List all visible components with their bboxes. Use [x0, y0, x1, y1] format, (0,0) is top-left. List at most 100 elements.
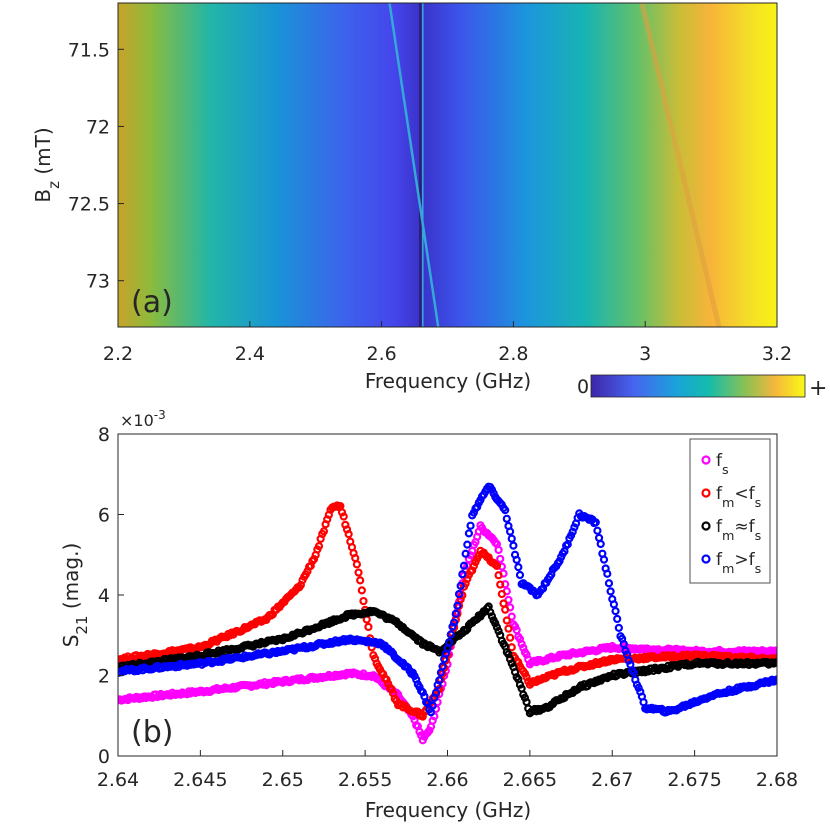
data-point — [449, 618, 459, 627]
data-point — [344, 530, 353, 539]
legend-marker — [701, 554, 711, 564]
legend-entry-label: fs — [716, 451, 729, 478]
series-2 — [118, 602, 777, 718]
x-tick-label: 2.4 — [235, 343, 265, 365]
data-point — [352, 560, 361, 569]
data-point — [599, 555, 609, 564]
data-point — [593, 526, 602, 535]
data-point — [448, 622, 457, 631]
data-point — [486, 608, 495, 617]
y-tick-label: 72 — [86, 116, 110, 138]
data-point — [609, 600, 618, 609]
data-point — [309, 554, 319, 564]
data-point — [461, 549, 470, 558]
data-point — [772, 675, 777, 684]
data-point — [339, 512, 348, 521]
x-tick-label: 2.675 — [667, 769, 721, 791]
data-point — [772, 658, 777, 667]
y-tick-label: 0 — [98, 746, 110, 768]
y-tick-label: 6 — [98, 505, 110, 527]
data-point — [492, 561, 502, 571]
data-point — [634, 683, 643, 692]
x-tick-label: 2.68 — [756, 769, 798, 791]
data-point — [359, 596, 368, 606]
x-tick-label: 2.655 — [338, 769, 392, 791]
legend-marker — [701, 455, 711, 465]
panel-b-ylabel: S21 (mag.) — [59, 543, 91, 648]
x-tick-label: 2.66 — [426, 769, 468, 791]
x-tick-label: 2.64 — [97, 769, 139, 791]
heatmap-image — [118, 3, 777, 327]
data-point — [496, 580, 505, 589]
data-point — [502, 616, 511, 625]
x-tick-label: 2.2 — [103, 343, 133, 365]
data-point — [458, 570, 467, 579]
data-point — [507, 534, 516, 543]
x-tick-label: 2.67 — [591, 769, 633, 791]
colorbar-gradient — [590, 374, 806, 398]
x-tick-label: 2.8 — [498, 343, 528, 365]
y-tick-label: 71.5 — [68, 39, 110, 61]
data-point — [629, 668, 638, 677]
data-point — [506, 633, 515, 642]
y-tick-label: 73 — [86, 271, 110, 293]
legend-entry-label: fm<fs — [716, 484, 762, 511]
tilted-mode-line — [388, 3, 440, 327]
data-point — [357, 586, 366, 595]
data-point — [431, 688, 441, 697]
x-tick-label: 2.65 — [262, 769, 304, 791]
data-point — [494, 571, 503, 580]
data-point — [453, 601, 462, 610]
x-tick-label: 3.2 — [762, 343, 792, 365]
data-point — [506, 527, 515, 536]
data-point — [464, 529, 474, 538]
panel-b-plot: 2.64 2.645 2.65 2.655 2.66 2.665 2.67 2.675 2.68… — [59, 408, 798, 822]
data-point — [469, 508, 478, 517]
data-point — [364, 622, 373, 632]
data-point — [497, 589, 506, 599]
data-point — [337, 508, 347, 517]
panel-a-label: (a) — [131, 285, 173, 320]
y-tick-label: 72.5 — [68, 194, 110, 216]
data-point — [435, 676, 444, 685]
data-point — [463, 625, 472, 634]
panel-a-frame — [117, 2, 778, 328]
series-3 — [118, 482, 777, 717]
colorbar: 0 + — [577, 374, 827, 401]
data-point — [507, 612, 516, 621]
data-point — [611, 607, 620, 616]
y-tick-label: 2 — [98, 666, 110, 688]
data-point — [502, 514, 511, 523]
data-point — [356, 576, 365, 585]
data-point — [614, 623, 623, 633]
data-point — [456, 581, 465, 590]
data-point — [509, 541, 518, 550]
y-tick-label: 4 — [98, 585, 110, 607]
y-tick-label: 8 — [98, 424, 110, 446]
data-point — [487, 612, 497, 621]
data-point — [504, 624, 513, 633]
data-point — [319, 527, 329, 536]
colorbar-min-label: 0 — [577, 376, 589, 398]
panel-a-heatmap: 2.2 2.4 2.6 2.8 3 3.2 71.5 72 72.5 73 (a) Frequen… — [31, 2, 792, 393]
data-point — [515, 570, 525, 580]
faint-mode-line — [639, 3, 722, 327]
data-point — [445, 638, 454, 647]
data-point — [463, 540, 472, 549]
panel-b-label: (b) — [131, 715, 173, 750]
data-point — [314, 542, 324, 551]
data-point — [604, 579, 614, 588]
data-point — [418, 688, 427, 697]
data-point — [451, 609, 460, 618]
data-point — [501, 605, 510, 614]
data-point — [512, 555, 521, 564]
panel-b-background — [118, 434, 777, 756]
data-point — [384, 679, 393, 688]
x-tick-label: 2.645 — [173, 769, 227, 791]
legend-entry-label: fm>fs — [716, 550, 762, 577]
panel-a-ylabel: Bz (mT) — [31, 127, 63, 202]
data-point — [613, 614, 622, 624]
colorbar-max-label: + — [809, 376, 827, 401]
x-tick-label: 2.665 — [503, 769, 557, 791]
